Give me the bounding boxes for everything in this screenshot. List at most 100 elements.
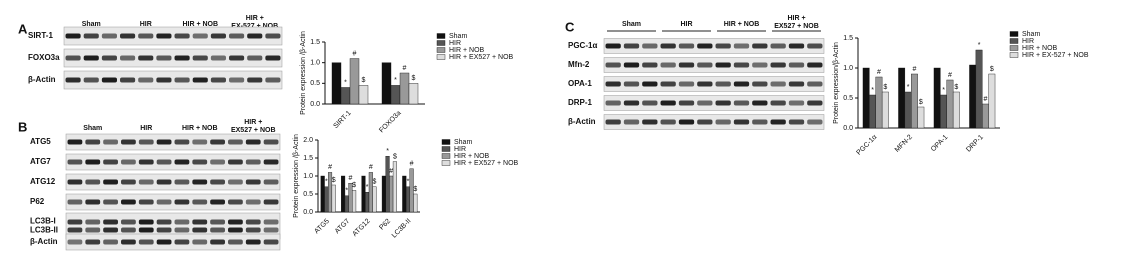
y-tick-label: 0.0 — [843, 125, 853, 132]
significance-mark: * — [871, 87, 874, 94]
x-tick-label: PGC-1α — [856, 134, 879, 157]
blot-band — [120, 77, 136, 83]
blot-band — [733, 62, 750, 68]
significance-mark: # — [877, 69, 881, 76]
row-label: OPA-1 — [568, 79, 592, 88]
blot-band — [192, 77, 208, 83]
blot-band — [678, 100, 695, 106]
y-axis-label: Protein expression/β-Actin — [833, 42, 840, 124]
bar — [381, 175, 386, 213]
blot-band — [788, 81, 805, 87]
blot-band — [697, 43, 713, 49]
bar — [898, 67, 906, 129]
blot-band — [752, 81, 768, 87]
blot-band — [263, 159, 279, 165]
blot-band — [788, 119, 805, 125]
significance-mark: $ — [990, 66, 994, 73]
significance-mark: $ — [332, 177, 336, 184]
row-label: PGC-1α — [568, 41, 597, 50]
blot-band — [263, 227, 279, 233]
blot-band — [103, 199, 118, 205]
blot-band — [65, 33, 81, 39]
significance-mark: $ — [954, 84, 958, 91]
blot-band — [807, 119, 823, 125]
bar — [320, 175, 325, 213]
blot-band — [103, 239, 118, 245]
row-label: LC3B-I — [30, 217, 56, 226]
bar — [969, 64, 977, 129]
blot-band — [103, 139, 118, 145]
blot-band — [65, 77, 81, 83]
blot-band — [121, 227, 136, 233]
significance-mark: * — [344, 79, 347, 86]
legend-label: HIR — [449, 40, 461, 47]
significance-mark: $ — [412, 75, 416, 82]
blot-band — [65, 55, 81, 61]
blot-band — [85, 239, 101, 245]
bar — [352, 190, 357, 213]
blot-band — [192, 159, 208, 165]
group-label: Sham — [82, 21, 101, 28]
blot-band — [210, 199, 225, 205]
blot-band — [678, 43, 695, 49]
group-label: EX527 + NOB — [231, 127, 276, 134]
blot-band — [156, 227, 172, 233]
bar — [933, 67, 941, 129]
blot-strip — [63, 48, 283, 68]
group-label: HIR + — [787, 15, 805, 22]
bar — [402, 175, 407, 213]
bar — [361, 175, 366, 213]
blot-band — [715, 81, 731, 87]
blot-band — [192, 33, 208, 39]
blot-band — [770, 119, 786, 125]
blot-band — [174, 179, 190, 185]
bar — [341, 175, 346, 213]
legend-label: HIR + NOB — [454, 153, 490, 160]
significance-mark: * — [907, 84, 910, 91]
blot-band — [83, 55, 99, 61]
blot-band — [642, 100, 658, 106]
blot-strip — [63, 26, 283, 46]
blot-band — [788, 100, 805, 106]
blot-band — [678, 62, 695, 68]
blot-band — [623, 62, 640, 68]
blot-band — [807, 62, 823, 68]
blot-band — [770, 62, 786, 68]
blot-band — [678, 119, 695, 125]
y-axis-label: Protein expression /β-Actin — [300, 31, 307, 115]
blot-band — [733, 43, 750, 49]
blot-band — [101, 77, 117, 83]
row-label: FOXO3a — [28, 53, 60, 62]
significance-mark: $ — [919, 99, 923, 106]
blot-band — [605, 43, 621, 49]
legend-swatch — [1009, 31, 1019, 37]
blot-band — [660, 100, 676, 106]
bar — [904, 91, 912, 129]
significance-mark: $ — [362, 77, 366, 84]
blot-band — [642, 81, 658, 87]
x-tick-label: MFN-2 — [894, 134, 914, 154]
group-label: HIR — [140, 125, 152, 132]
blot-band — [697, 81, 713, 87]
blot-band — [245, 179, 261, 185]
blot-band — [138, 179, 154, 185]
blot-band — [67, 179, 83, 185]
blot-band — [660, 81, 676, 87]
blot-band — [101, 33, 117, 39]
blot-band — [103, 159, 118, 165]
significance-mark: $ — [373, 179, 377, 186]
blot-band — [642, 62, 658, 68]
legend-label: Sham — [449, 33, 467, 40]
bar — [917, 106, 925, 129]
x-tick-label: SIRT-1 — [332, 110, 352, 130]
blot-band — [138, 33, 154, 39]
y-tick-label: 1.5 — [310, 39, 320, 46]
blot-band — [192, 219, 208, 225]
blot-strip — [65, 193, 281, 211]
blot-band — [228, 159, 243, 165]
blot-band — [174, 139, 190, 145]
legend-swatch — [1009, 52, 1019, 58]
bar — [975, 49, 983, 129]
significance-mark: * — [407, 179, 410, 186]
blot-band — [733, 100, 750, 106]
